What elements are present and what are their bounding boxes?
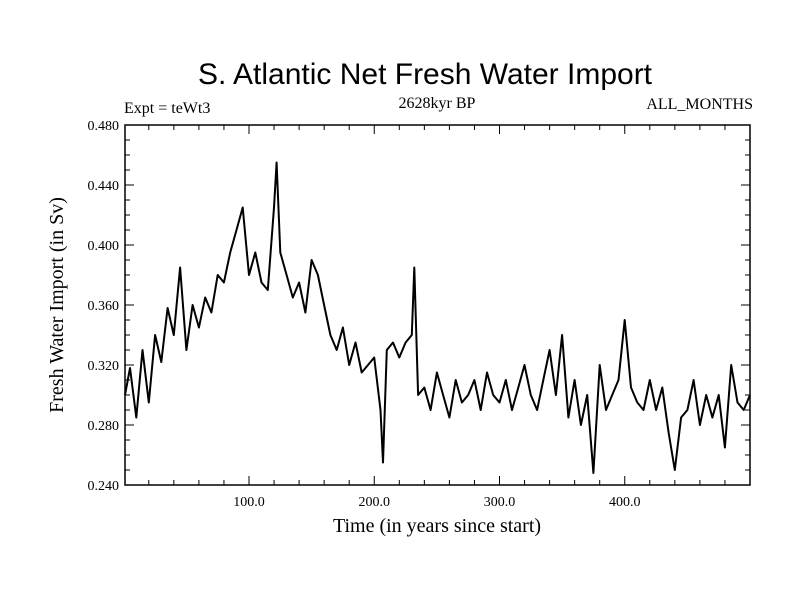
months-label: ALL_MONTHS: [646, 96, 753, 113]
y-tick-label: 0.240: [88, 479, 120, 494]
y-axis-label: Fresh Water Import (in Sv): [46, 197, 68, 413]
y-tick-label: 0.440: [88, 179, 120, 194]
y-tick-label: 0.320: [88, 359, 120, 374]
x-tick-label: 400.0: [609, 495, 641, 510]
axis-ticks: [125, 125, 750, 485]
y-tick-label: 0.480: [88, 119, 120, 134]
x-tick-labels: 100.0 200.0 300.0 400.0: [233, 495, 640, 510]
y-tick-label: 0.400: [88, 239, 120, 254]
period-label: 2628kyr BP: [399, 95, 476, 112]
y-tick-label: 0.280: [88, 419, 120, 434]
plot-frame: [124, 124, 751, 486]
experiment-label: Expt = teWt3: [124, 100, 210, 117]
y-tick-labels: 0.240 0.280 0.320 0.360 0.400 0.440 0.480: [88, 119, 120, 494]
y-tick-label: 0.360: [88, 299, 120, 314]
series-line: [124, 161, 751, 474]
x-axis-label: Time (in years since start): [333, 515, 541, 537]
chart-title: S. Atlantic Net Fresh Water Import: [198, 58, 653, 91]
x-tick-label: 300.0: [484, 495, 516, 510]
x-tick-label: 100.0: [233, 495, 265, 510]
x-tick-label: 200.0: [358, 495, 390, 510]
